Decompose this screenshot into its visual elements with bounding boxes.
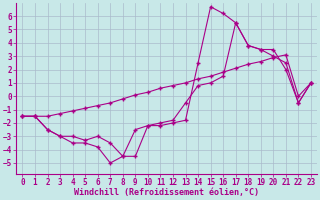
X-axis label: Windchill (Refroidissement éolien,°C): Windchill (Refroidissement éolien,°C): [74, 188, 259, 197]
